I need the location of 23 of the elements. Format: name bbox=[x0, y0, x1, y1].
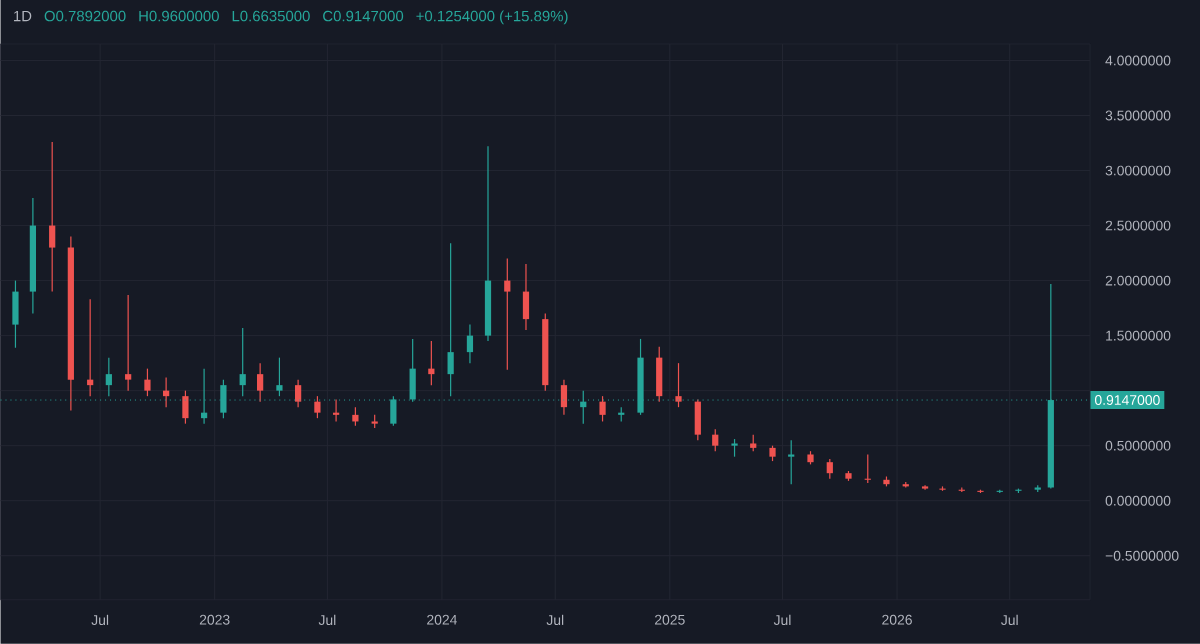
candlestick bbox=[466, 324, 474, 364]
candlestick bbox=[294, 379, 302, 408]
candlestick bbox=[826, 458, 833, 480]
candlestick bbox=[352, 406, 359, 427]
candlestick bbox=[656, 346, 663, 403]
candlestick bbox=[788, 439, 795, 485]
candlestick bbox=[49, 141, 56, 293]
candlestick bbox=[522, 263, 530, 331]
candlestick bbox=[560, 379, 568, 416]
candlestick bbox=[12, 280, 19, 349]
candlestick bbox=[105, 357, 112, 397]
candlestick bbox=[182, 390, 189, 425]
candlestick bbox=[712, 428, 719, 452]
candlestick bbox=[144, 368, 151, 397]
candlestick bbox=[257, 362, 264, 403]
candlestick bbox=[675, 362, 682, 408]
candlestick bbox=[694, 398, 701, 441]
candlestick bbox=[239, 327, 246, 397]
candlestick bbox=[504, 258, 511, 371]
candlestick bbox=[599, 395, 606, 423]
candlestick bbox=[314, 395, 321, 419]
candlestick bbox=[447, 242, 454, 397]
candlestick bbox=[125, 294, 132, 392]
